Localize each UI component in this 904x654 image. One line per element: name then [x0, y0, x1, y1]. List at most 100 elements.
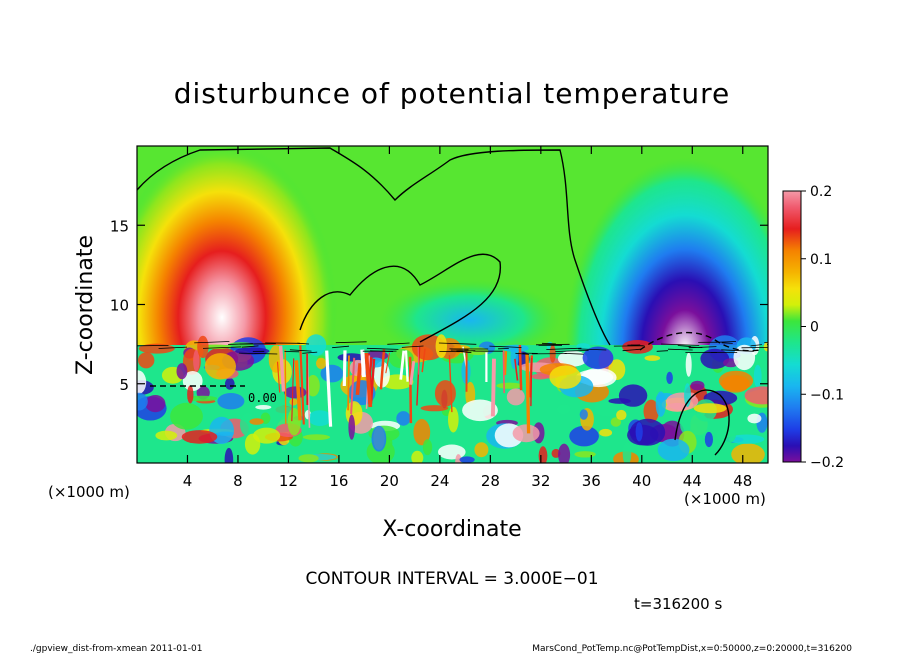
turbulence-blob — [763, 342, 768, 352]
turbulence-blob — [608, 398, 631, 404]
inversion-contour — [677, 345, 692, 347]
contour-interval: CONTOUR INTERVAL = 3.000E−01 — [305, 569, 598, 589]
boundary-layer-structures — [137, 334, 768, 463]
convective-streak — [421, 348, 426, 373]
inversion-contour — [741, 347, 768, 349]
turbulence-blob — [197, 335, 209, 359]
inversion-contour — [721, 342, 733, 344]
inversion-contour — [158, 346, 188, 349]
turbulence-blob — [643, 399, 659, 423]
turbulence-blob — [657, 438, 690, 462]
turbulence-blob — [744, 386, 768, 405]
inversion-contour — [656, 350, 669, 352]
convective-streak — [347, 355, 350, 411]
convective-streak — [518, 344, 523, 391]
x-tick-label: 8 — [233, 472, 243, 490]
convective-streak — [284, 349, 287, 425]
turbulence-blob — [700, 348, 730, 369]
turbulence-blob — [371, 425, 387, 452]
convective-streak — [360, 349, 366, 378]
turbulence-blob — [289, 398, 298, 406]
turbulence-blob — [411, 450, 424, 463]
turbulence-blob — [655, 391, 666, 417]
inversion-contour — [546, 347, 582, 350]
x-tick-label: 32 — [531, 472, 550, 490]
turbulence-blob — [582, 346, 614, 370]
inversion-contour — [541, 342, 556, 345]
inversion-contour — [489, 345, 522, 348]
turbulence-blob — [557, 404, 571, 415]
footer-right: MarsCond_PotTemp.nc@PotTempDist,x=0:5000… — [532, 644, 852, 654]
turbulence-blob — [644, 355, 661, 361]
inversion-contour — [241, 345, 259, 348]
turbulence-blob — [253, 427, 281, 444]
x-tick-label: 4 — [183, 472, 193, 490]
inversion-contour — [289, 349, 312, 352]
turbulence-blob — [728, 434, 765, 444]
turbulence-blob — [462, 399, 498, 422]
turbulence-blob — [138, 352, 155, 369]
convective-streak — [408, 356, 413, 424]
y-axis-label: Z-coordinate — [73, 235, 98, 375]
convective-streak — [355, 363, 362, 396]
x-tick-label: 36 — [582, 472, 601, 490]
turbulence-blob — [204, 353, 236, 380]
x-unit-right: (×1000 m) — [684, 490, 766, 508]
turbulence-blob — [733, 344, 756, 371]
inversion-contour — [535, 343, 570, 346]
turbulence-blob — [685, 352, 692, 377]
turbulence-blob — [690, 380, 705, 391]
x-axis-label: X-coordinate — [382, 517, 521, 542]
x-tick-label: 44 — [683, 472, 702, 490]
turbulence-blob — [459, 456, 475, 463]
y-tick-label: 5 — [119, 376, 129, 394]
inversion-contour — [302, 351, 318, 354]
inversion-contour — [456, 350, 476, 352]
inversion-contour — [194, 341, 230, 344]
x-tick-label: 24 — [430, 472, 449, 490]
turbulence-blob — [610, 417, 622, 427]
turbulence-blob — [435, 334, 447, 358]
footer-left: ./gpview_dist-from-xmean 2011-01-01 — [30, 644, 202, 654]
convective-streak — [364, 352, 373, 408]
inversion-contour — [555, 350, 589, 352]
convective-streak — [530, 357, 533, 407]
turbulence-blob — [249, 418, 264, 425]
turbulence-blob — [558, 443, 571, 463]
turbulence-blob — [298, 454, 319, 463]
turbulence-blob — [506, 388, 525, 406]
colorbar-tick-label: 0.2 — [810, 184, 832, 200]
turbulence-blob — [137, 392, 148, 411]
convective-streak — [294, 360, 302, 421]
time-label: t=316200 s — [634, 595, 722, 613]
inversion-contour — [401, 345, 424, 348]
turbulence-blob — [420, 405, 449, 412]
turbulence-blob — [635, 422, 643, 442]
turbulence-blob — [693, 403, 727, 414]
inversion-contour — [239, 352, 278, 355]
convective-streak — [325, 350, 333, 427]
convective-streak — [342, 350, 347, 387]
inversion-contour — [564, 353, 584, 355]
inversion-contour — [438, 342, 477, 345]
turbulence-blob — [704, 431, 714, 448]
turbulence-blob — [474, 442, 489, 458]
colorbar-tick-label: 0.1 — [810, 252, 832, 268]
x-axis: 4 8 12 16 20 24 28 32 36 40 44 48 — [183, 146, 752, 490]
x-unit-left: (×1000 m) — [48, 483, 130, 501]
turbulence-blob — [187, 395, 218, 402]
turbulence-blob — [306, 374, 320, 397]
convective-streak — [404, 350, 409, 382]
convective-streak — [525, 353, 531, 434]
inversion-contour — [335, 341, 367, 344]
y-tick-label: 15 — [110, 217, 129, 235]
turbulence-blob — [455, 454, 462, 463]
heatmap-field — [137, 146, 768, 463]
turbulence-blob — [753, 364, 762, 388]
turbulence-blob — [193, 349, 200, 372]
inversion-contour — [202, 346, 242, 349]
convective-streak — [514, 358, 519, 381]
contour-right-loop — [674, 389, 730, 456]
convective-streak — [502, 350, 505, 394]
